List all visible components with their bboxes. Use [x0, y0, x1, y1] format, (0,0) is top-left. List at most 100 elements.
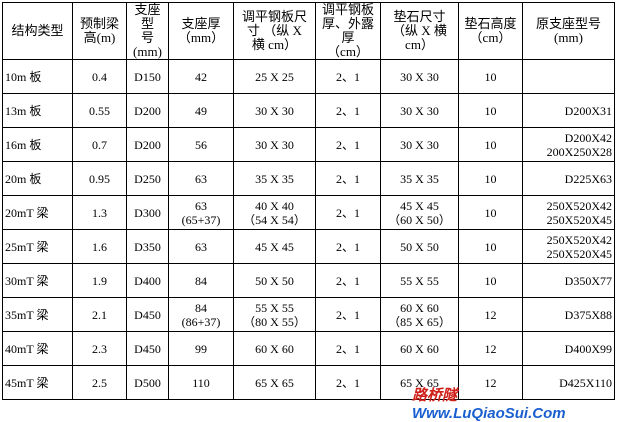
table-cell: 84: [168, 263, 234, 298]
table-cell: 13m 板: [2, 93, 73, 128]
table-row: 35mT 梁 2.1 D450 84 (86+37) 55 X 55 （80 X 55）…: [2, 297, 615, 332]
table-cell: 35mT 梁: [2, 297, 73, 332]
table-cell: D250: [126, 161, 169, 196]
header-cell: 原支座型号 (mm): [522, 2, 615, 60]
table-cell: 0.4: [72, 59, 127, 94]
table-cell: 1.9: [72, 263, 127, 298]
table-row: 13m 板 0.55 D200 49 30 X 30 2、1 30 X 30 10 D200X3…: [2, 93, 615, 128]
table-cell: 2.5: [72, 365, 127, 400]
table-cell: 99: [168, 331, 234, 366]
table-cell: 30mT 梁: [2, 263, 73, 298]
table-cell: D400X99: [522, 331, 615, 366]
table-cell: 60 X 60: [380, 331, 459, 366]
table-cell: 50 X 50: [380, 229, 459, 264]
table-cell: D200X31: [522, 93, 615, 128]
table-cell: 40mT 梁: [2, 331, 73, 366]
table-cell: 35 X 35: [380, 161, 459, 196]
table-cell: 0.55: [72, 93, 127, 128]
table-cell: 45mT 梁: [2, 365, 73, 400]
table-cell: 55 X 55: [380, 263, 459, 298]
table-cell: 12: [458, 365, 523, 400]
table-cell: 0.95: [72, 161, 127, 196]
table-cell: 40 X 40 （54 X 54）: [233, 195, 316, 230]
table-row: 20mT 梁 1.3 D300 63 (65+37) 40 X 40 （54 X 54）…: [2, 195, 615, 230]
watermark: 路桥隧Www.LuQiaoSui.Com: [412, 384, 617, 422]
table-cell: D300: [126, 195, 169, 230]
table-cell: 110: [168, 365, 234, 400]
header-cell: 调平钢板 厚、外露厚 （cm）: [315, 2, 381, 60]
table-cell: 16m 板: [2, 127, 73, 162]
table-cell: 60 X 60: [233, 331, 316, 366]
table-cell: D200: [126, 93, 169, 128]
header-cell: 支座厚 （mm）: [168, 2, 234, 60]
table-cell: 10: [458, 161, 523, 196]
table-cell: 63: [168, 229, 234, 264]
table-cell: 2、1: [315, 229, 381, 264]
table-cell: 10: [458, 195, 523, 230]
table-cell: D400: [126, 263, 169, 298]
table-cell: 10: [458, 263, 523, 298]
table-cell: 10: [458, 59, 523, 94]
table-cell: 20mT 梁: [2, 195, 73, 230]
table-cell: 1.3: [72, 195, 127, 230]
table-cell: 56: [168, 127, 234, 162]
header-cell: 结构类型: [2, 2, 73, 60]
header-cell: 支座型 号(mm): [126, 2, 169, 60]
table-cell: D500: [126, 365, 169, 400]
table-cell: 2、1: [315, 263, 381, 298]
table-cell: 2、1: [315, 195, 381, 230]
table-cell: D150: [126, 59, 169, 94]
table-row: 40mT 梁 2.3 D450 99 60 X 60 2、1 60 X 60 12 D400X9…: [2, 331, 615, 366]
table-cell: 2、1: [315, 331, 381, 366]
table-cell: 30 X 30: [233, 93, 316, 128]
table-cell: 2、1: [315, 127, 381, 162]
table-cell: [522, 59, 615, 94]
spec-table: 结构类型 预制梁 高(m) 支座型 号(mm) 支座厚 （mm） 调平钢板尺 寸 （纵 …: [2, 2, 615, 400]
table-cell: D425X110: [522, 365, 615, 400]
table-cell: 2、1: [315, 161, 381, 196]
table-cell: D375X88: [522, 297, 615, 332]
table-cell: 65 X 65: [380, 365, 459, 400]
header-cell: 预制梁 高(m): [72, 2, 127, 60]
table-cell: 2、1: [315, 93, 381, 128]
table-cell: 12: [458, 297, 523, 332]
table-cell: 45 X 45: [233, 229, 316, 264]
table-cell: 25mT 梁: [2, 229, 73, 264]
table-cell: 12: [458, 331, 523, 366]
table-cell: 84 (86+37): [168, 297, 234, 332]
table-cell: 35 X 35: [233, 161, 316, 196]
header-cell: 垫石尺寸 （纵 X 横 cm）: [380, 2, 459, 60]
table-cell: 65 X 65: [233, 365, 316, 400]
table-cell: 30 X 30: [233, 127, 316, 162]
watermark-brand: 路桥隧: [412, 387, 458, 404]
table-row: 16m 板 0.7 D200 56 30 X 30 2、1 30 X 30 10 D200X42…: [2, 127, 615, 162]
table-cell: 63 (65+37): [168, 195, 234, 230]
table-cell: 10m 板: [2, 59, 73, 94]
table-row: 10m 板 0.4 D150 42 25 X 25 2、1 30 X 30 10: [2, 59, 615, 94]
table-row: 25mT 梁 1.6 D350 63 45 X 45 2、1 50 X 50 10 250X52…: [2, 229, 615, 264]
header-cell: 垫石高度 （cm）: [458, 2, 523, 60]
table-cell: 10: [458, 93, 523, 128]
table-cell: 2.1: [72, 297, 127, 332]
table-cell: 250X520X42 250X520X45: [522, 229, 615, 264]
table-cell: 250X520X42 250X520X45: [522, 195, 615, 230]
table-cell: D450: [126, 331, 169, 366]
table-cell: 30 X 30: [380, 93, 459, 128]
table-cell: D450: [126, 297, 169, 332]
table-cell: 2、1: [315, 365, 381, 400]
table-cell: D200X42 200X250X28: [522, 127, 615, 162]
table-cell: D350X77: [522, 263, 615, 298]
table-cell: 2、1: [315, 297, 381, 332]
table-row: 20m 板 0.95 D250 63 35 X 35 2、1 35 X 35 10 D225X6…: [2, 161, 615, 196]
watermark-url: Www.LuQiaoSui.Com: [412, 405, 566, 422]
table-cell: 2.3: [72, 331, 127, 366]
table-cell: 55 X 55 （80 X 55）: [233, 297, 316, 332]
table-cell: 1.6: [72, 229, 127, 264]
table-cell: 10: [458, 127, 523, 162]
table-cell: 0.7: [72, 127, 127, 162]
table-cell: 42: [168, 59, 234, 94]
table-cell: D200: [126, 127, 169, 162]
table-row: 30mT 梁 1.9 D400 84 50 X 50 2、1 55 X 55 10 D350X7…: [2, 263, 615, 298]
table-cell: 60 X 60 （85 X 65）: [380, 297, 459, 332]
